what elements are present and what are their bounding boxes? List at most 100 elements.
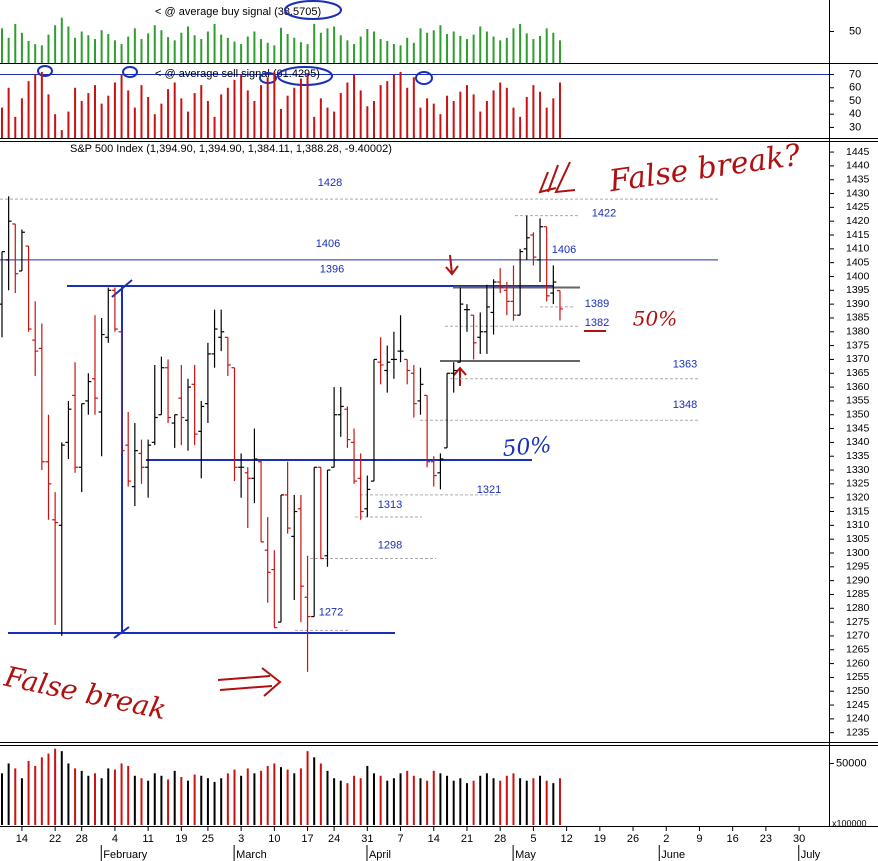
x-tick-label: 28	[494, 833, 506, 845]
bar	[426, 98, 429, 138]
bar	[326, 28, 329, 64]
bar	[446, 775, 449, 825]
x-tick-label: 30	[793, 833, 805, 845]
bar	[472, 780, 475, 825]
bar	[220, 34, 223, 63]
bar	[326, 107, 329, 138]
bar	[286, 769, 289, 825]
bar	[306, 44, 309, 63]
bar	[492, 778, 495, 825]
y-tick-label: 60	[849, 82, 861, 94]
bar	[260, 85, 263, 138]
bar	[459, 778, 462, 825]
bar	[74, 768, 77, 825]
bar	[160, 775, 163, 825]
bar	[266, 765, 269, 825]
bar	[313, 23, 316, 63]
bar	[346, 783, 349, 825]
bar	[34, 44, 37, 63]
bar	[439, 773, 442, 825]
bar	[120, 74, 123, 138]
bar	[406, 37, 409, 63]
level-label: 1406	[316, 238, 340, 250]
bar	[87, 775, 90, 825]
bar	[246, 768, 249, 825]
bar	[379, 775, 382, 825]
bar	[366, 28, 369, 63]
bar	[459, 35, 462, 63]
bar	[512, 107, 515, 138]
bar	[545, 28, 548, 64]
bar	[240, 44, 243, 63]
hand-arrows	[217, 161, 606, 697]
bar	[333, 778, 336, 825]
y-tick-label: 70	[849, 68, 861, 80]
bar	[200, 85, 203, 138]
bar	[552, 783, 555, 825]
bar	[40, 757, 43, 825]
level-label: 1321	[477, 484, 501, 496]
y-tick-label: 1430	[846, 187, 870, 199]
x-tick-label: 3	[238, 833, 244, 845]
bar	[386, 81, 389, 138]
y-tick-label: 1265	[846, 644, 870, 656]
bar	[472, 34, 475, 63]
bar	[240, 74, 243, 138]
bar	[107, 768, 110, 825]
bar	[133, 775, 136, 825]
bar	[485, 773, 488, 825]
bar	[226, 87, 229, 138]
bar	[193, 93, 196, 138]
bar	[313, 116, 316, 138]
y-tick-label: 1400	[846, 270, 870, 282]
bar	[339, 93, 342, 138]
bar	[552, 98, 555, 138]
bar	[120, 44, 123, 63]
bar	[186, 26, 189, 63]
y-tick-label: 1415	[846, 229, 870, 241]
bar	[167, 779, 170, 825]
bar	[279, 767, 282, 825]
bar	[34, 74, 37, 138]
bar	[200, 775, 203, 825]
bar	[206, 778, 209, 825]
x-tick-label: 28	[76, 833, 88, 845]
x-tick-label: 22	[49, 833, 61, 845]
bar	[346, 40, 349, 63]
bar	[499, 40, 502, 63]
y-tick-label: 1385	[846, 312, 870, 324]
y-tick-label: 1305	[846, 533, 870, 545]
bar	[353, 74, 356, 138]
y-tick-label: 50	[849, 95, 861, 107]
bar	[266, 42, 269, 63]
bar	[100, 778, 103, 825]
bar	[80, 101, 83, 138]
bar	[386, 40, 389, 63]
bar	[472, 94, 475, 138]
level-label: 1382	[585, 317, 609, 329]
bar	[167, 37, 170, 63]
bar	[299, 768, 302, 825]
bar	[512, 28, 515, 64]
bar	[180, 98, 183, 138]
bar	[113, 769, 116, 825]
bar	[54, 748, 57, 825]
bar	[7, 87, 10, 138]
bar	[392, 778, 395, 825]
bar	[80, 31, 83, 63]
bar	[545, 107, 548, 138]
bar	[113, 40, 116, 63]
level-label: 1406	[552, 244, 576, 256]
bar	[74, 87, 77, 138]
bar	[133, 28, 136, 64]
x-tick-label: 16	[727, 833, 739, 845]
y-tick-label: 1310	[846, 519, 870, 531]
x-tick-label: 5	[530, 833, 536, 845]
y-tick-label: 1375	[846, 339, 870, 351]
bar	[253, 31, 256, 63]
y-tick-label: 1395	[846, 284, 870, 296]
bar	[525, 33, 528, 63]
bar	[260, 770, 263, 825]
bar	[339, 780, 342, 825]
